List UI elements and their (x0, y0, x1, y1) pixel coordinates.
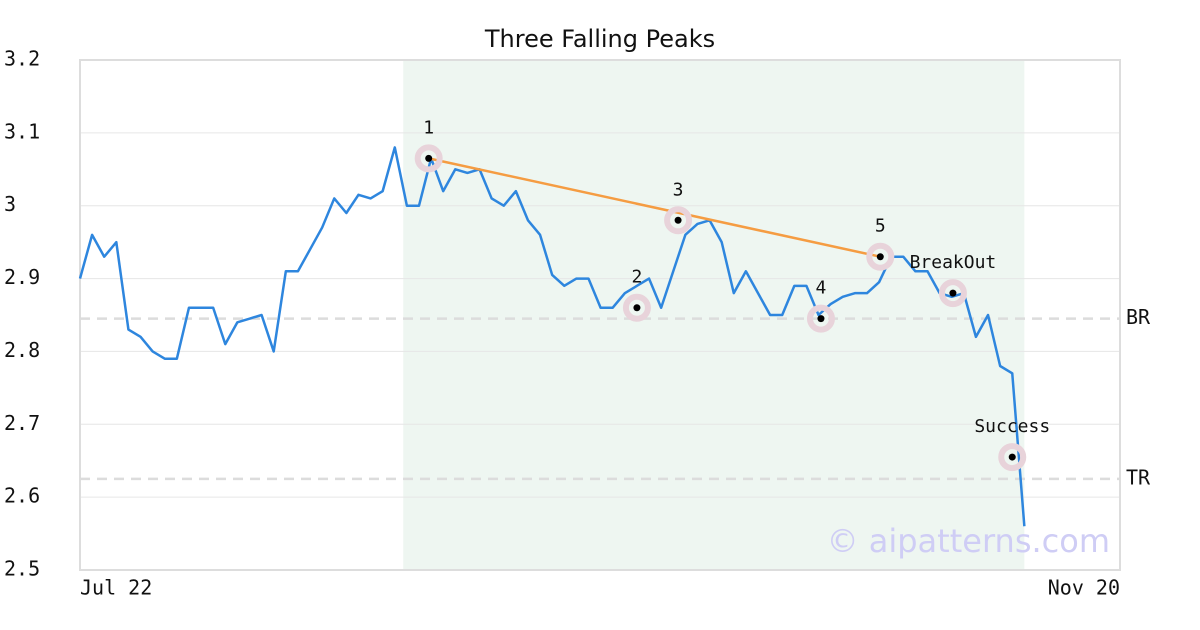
y-tick-label: 2.7 (4, 411, 40, 435)
watermark: © aipatterns.com (827, 522, 1110, 560)
marker-dot (949, 289, 957, 297)
marker-halo (664, 206, 693, 235)
level-label: BR (1126, 305, 1151, 329)
annotation-label: 5 (875, 216, 886, 237)
price-line (78, 146, 1026, 527)
chart-title: Three Falling Peaks (484, 25, 715, 53)
y-tick-label: 2.6 (4, 484, 40, 508)
y-tick-label: 2.5 (4, 557, 40, 581)
plot-frame (79, 59, 1121, 571)
marker-halo (938, 279, 967, 308)
marker-dot (817, 315, 825, 323)
y-tick-label: 3.2 (4, 47, 40, 71)
level-label: TR (1126, 465, 1151, 489)
annotation-label: 2 (632, 267, 643, 288)
marker-halo (414, 144, 443, 173)
annotation-label: Success (974, 416, 1050, 437)
marker-dot (425, 154, 433, 162)
x-tick-label: Nov 20 (1048, 576, 1120, 600)
y-tick-label: 2.8 (4, 338, 40, 362)
y-tick-label: 2.9 (4, 265, 40, 289)
marker-dot (876, 253, 884, 261)
annotation-label: BreakOut (910, 252, 997, 273)
marker-halo (622, 293, 651, 322)
marker-halo (866, 242, 895, 271)
marker-dot (633, 304, 641, 312)
annotation-label: 3 (673, 179, 684, 200)
marker-halo (998, 443, 1027, 472)
y-tick-label: 3.1 (4, 119, 40, 143)
x-tick-label: Jul 22 (80, 576, 152, 600)
trend-line (428, 157, 881, 258)
annotation-label: 1 (423, 117, 434, 138)
marker-halo (806, 304, 835, 333)
marker-dot (1008, 453, 1016, 461)
y-tick-label: 3 (4, 192, 16, 216)
annotation-label: 4 (816, 278, 827, 299)
shade-region (403, 60, 1025, 570)
marker-dot (674, 216, 682, 224)
